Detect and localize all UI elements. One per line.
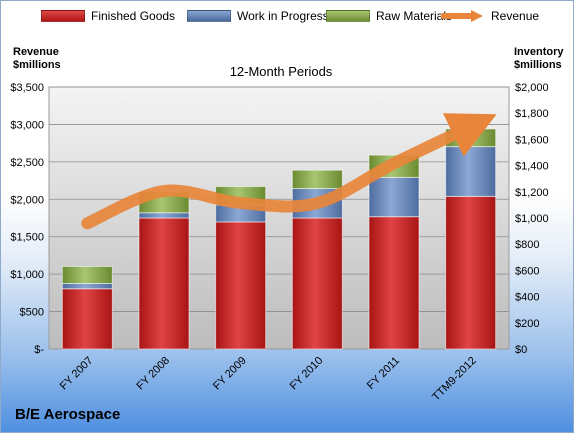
- right-axis-title-line-2: $millions: [514, 59, 562, 71]
- left-axis-title: Revenue $millions: [13, 46, 61, 72]
- legend-label-revenue: Revenue: [491, 9, 540, 23]
- legend-swatch-work-in-progress: [187, 10, 231, 22]
- left-axis-ticks: $- $500 $1,000 $1,500 $2,000 $2,500 $3,000 $3,5…: [10, 82, 44, 356]
- right-tick-label: $1,200: [515, 187, 549, 199]
- right-tick-label: $200: [515, 318, 539, 330]
- revenue-line-path: [81, 113, 497, 230]
- x-tick-label: FY 2009: [211, 355, 249, 393]
- bar-work-in-progress: [445, 146, 497, 197]
- bar-finished-goods: [215, 221, 267, 350]
- bar-finished-goods: [61, 288, 113, 350]
- legend-swatch-raw-materials: [326, 10, 370, 22]
- left-tick-label: $1,500: [10, 232, 44, 244]
- legend-label-raw-materials: Raw Materials: [376, 9, 453, 23]
- left-tick-label: $2,000: [10, 194, 44, 206]
- bar-raw-materials: [61, 265, 113, 285]
- right-tick-label: $1,400: [515, 161, 549, 173]
- legend: Finished Goods Work in Progress Raw Mate…: [1, 7, 573, 29]
- right-tick-label: $1,600: [515, 134, 549, 146]
- plot-area: [48, 86, 510, 350]
- right-tick-label: $2,000: [515, 82, 549, 94]
- x-tick-label: FY 2008: [134, 355, 172, 393]
- left-tick-label: $1,000: [10, 269, 44, 281]
- legend-label-work-in-progress: Work in Progress: [237, 9, 329, 23]
- chart-title: 12-Month Periods: [229, 64, 333, 79]
- right-tick-label: $0: [515, 344, 527, 356]
- left-tick-label: $3,000: [10, 119, 44, 131]
- legend-swatch-finished-goods: [41, 10, 85, 22]
- bar-finished-goods: [138, 217, 190, 350]
- right-axis-title: Inventory $millions: [514, 46, 564, 72]
- x-axis-ticks: FY 2007 FY 2008 FY 2009 FY 2010 FY 2011 TTM9-…: [58, 355, 479, 404]
- bar-raw-materials: [291, 169, 343, 190]
- bar-work-in-progress: [368, 176, 420, 218]
- company-name: B/E Aerospace: [15, 406, 121, 423]
- revenue-line: [81, 113, 497, 230]
- x-tick-label: FY 2010: [288, 355, 326, 393]
- left-axis-title-line-2: $millions: [13, 59, 61, 71]
- legend-item-finished-goods: Finished Goods: [41, 9, 175, 23]
- legend-item-revenue: Revenue: [441, 9, 539, 23]
- left-tick-label: $-: [34, 344, 44, 356]
- x-tick-label: FY 2007: [58, 355, 96, 393]
- bar-finished-goods: [445, 195, 497, 350]
- right-axis-ticks: $0 $200 $400 $600 $800 $1,000 $1,200 $1,400 $1,6…: [515, 82, 549, 356]
- right-tick-label: $800: [515, 239, 539, 251]
- right-tick-label: $400: [515, 292, 539, 304]
- legend-item-work-in-progress: Work in Progress: [187, 9, 329, 23]
- x-tick-label: FY 2011: [365, 355, 402, 392]
- left-tick-label: $500: [20, 307, 44, 319]
- bar-finished-goods: [291, 217, 343, 350]
- legend-label-finished-goods: Finished Goods: [91, 9, 176, 23]
- left-tick-label: $3,500: [10, 82, 44, 94]
- right-tick-label: $600: [515, 265, 539, 277]
- bar-work-in-progress: [138, 212, 190, 219]
- right-axis-title-line-1: Inventory: [514, 46, 564, 58]
- right-tick-label: $1,800: [515, 108, 549, 120]
- legend-swatch-revenue: [441, 10, 483, 22]
- left-tick-label: $2,500: [10, 157, 44, 169]
- left-axis-title-line-1: Revenue: [13, 46, 59, 58]
- x-tick-label: TTM9-2012: [430, 355, 479, 404]
- legend-item-raw-materials: Raw Materials: [326, 9, 452, 23]
- right-tick-label: $1,000: [515, 213, 549, 225]
- gridlines: [49, 86, 509, 312]
- bar-finished-goods: [368, 216, 420, 350]
- bar-work-in-progress: [61, 283, 113, 290]
